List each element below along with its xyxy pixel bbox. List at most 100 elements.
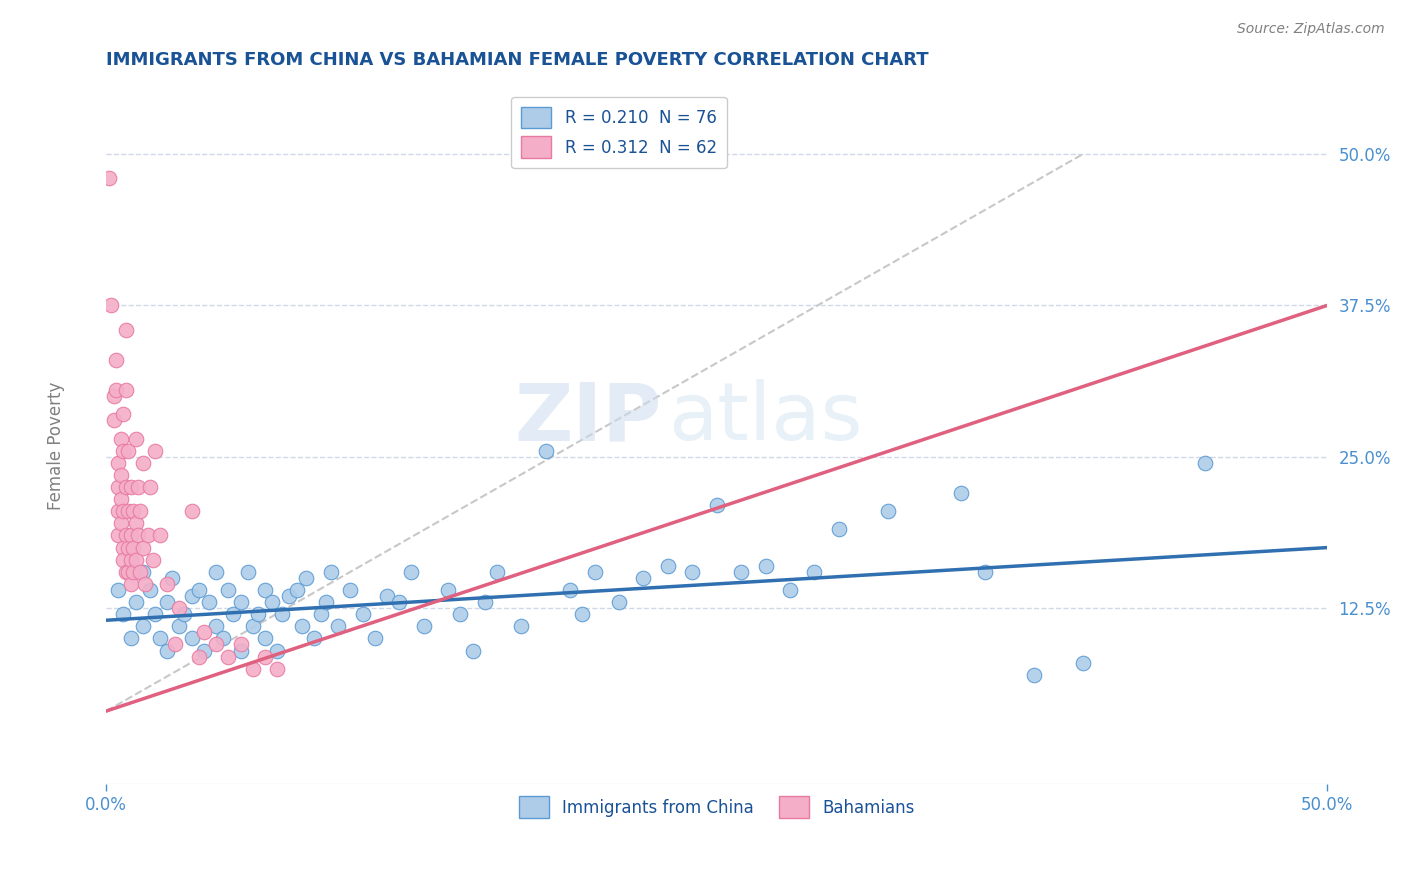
- Point: [149, 528, 172, 542]
- Point: [364, 632, 387, 646]
- Point: [828, 523, 851, 537]
- Point: [124, 432, 146, 446]
- Point: [1024, 667, 1046, 681]
- Point: [114, 565, 136, 579]
- Point: [169, 619, 191, 633]
- Point: [193, 643, 215, 657]
- Point: [188, 582, 211, 597]
- Point: [285, 582, 308, 597]
- Point: [319, 565, 342, 579]
- Point: [122, 565, 145, 579]
- Point: [149, 632, 172, 646]
- Point: [242, 662, 264, 676]
- Point: [246, 607, 269, 622]
- Point: [120, 577, 142, 591]
- Point: [412, 619, 434, 633]
- Point: [560, 582, 582, 597]
- Point: [110, 432, 132, 446]
- Point: [730, 565, 752, 579]
- Point: [461, 643, 484, 657]
- Text: Female Poverty: Female Poverty: [48, 382, 65, 510]
- Point: [205, 565, 228, 579]
- Point: [302, 632, 325, 646]
- Point: [633, 571, 655, 585]
- Text: atlas: atlas: [668, 379, 862, 458]
- Point: [129, 504, 152, 518]
- Point: [129, 565, 152, 579]
- Point: [139, 582, 162, 597]
- Point: [156, 643, 179, 657]
- Point: [217, 582, 239, 597]
- Point: [236, 565, 259, 579]
- Point: [657, 558, 679, 573]
- Point: [534, 443, 557, 458]
- Point: [222, 607, 245, 622]
- Point: [309, 607, 332, 622]
- Point: [1071, 656, 1094, 670]
- Point: [949, 486, 972, 500]
- Point: [136, 528, 159, 542]
- Point: [291, 619, 314, 633]
- Text: Source: ZipAtlas.com: Source: ZipAtlas.com: [1237, 22, 1385, 37]
- Point: [266, 643, 288, 657]
- Point: [107, 504, 129, 518]
- Point: [120, 528, 142, 542]
- Point: [143, 607, 166, 622]
- Point: [278, 589, 301, 603]
- Point: [114, 480, 136, 494]
- Point: [160, 571, 183, 585]
- Point: [437, 582, 460, 597]
- Point: [180, 632, 202, 646]
- Point: [124, 516, 146, 531]
- Point: [112, 504, 135, 518]
- Point: [103, 413, 125, 427]
- Point: [974, 565, 997, 579]
- Point: [112, 541, 135, 555]
- Point: [134, 577, 156, 591]
- Point: [117, 504, 139, 518]
- Point: [607, 595, 630, 609]
- Point: [117, 541, 139, 555]
- Point: [253, 632, 276, 646]
- Point: [132, 565, 155, 579]
- Point: [295, 571, 318, 585]
- Point: [485, 565, 508, 579]
- Point: [205, 619, 228, 633]
- Point: [401, 565, 423, 579]
- Point: [103, 389, 125, 403]
- Point: [124, 552, 146, 566]
- Point: [253, 582, 276, 597]
- Point: [375, 589, 398, 603]
- Point: [352, 607, 374, 622]
- Point: [180, 504, 202, 518]
- Point: [229, 643, 252, 657]
- Point: [114, 323, 136, 337]
- Point: [205, 637, 228, 651]
- Point: [143, 443, 166, 458]
- Point: [112, 607, 135, 622]
- Point: [266, 662, 288, 676]
- Point: [510, 619, 533, 633]
- Point: [163, 637, 186, 651]
- Point: [112, 408, 135, 422]
- Point: [271, 607, 294, 622]
- Point: [583, 565, 606, 579]
- Point: [114, 383, 136, 397]
- Point: [388, 595, 411, 609]
- Point: [100, 298, 122, 312]
- Point: [229, 637, 252, 651]
- Point: [120, 632, 142, 646]
- Point: [755, 558, 778, 573]
- Point: [120, 480, 142, 494]
- Point: [156, 577, 179, 591]
- Point: [107, 582, 129, 597]
- Point: [706, 498, 728, 512]
- Point: [110, 492, 132, 507]
- Point: [112, 552, 135, 566]
- Point: [217, 649, 239, 664]
- Point: [132, 541, 155, 555]
- Point: [212, 632, 235, 646]
- Point: [198, 595, 221, 609]
- Point: [105, 352, 128, 367]
- Point: [188, 649, 211, 664]
